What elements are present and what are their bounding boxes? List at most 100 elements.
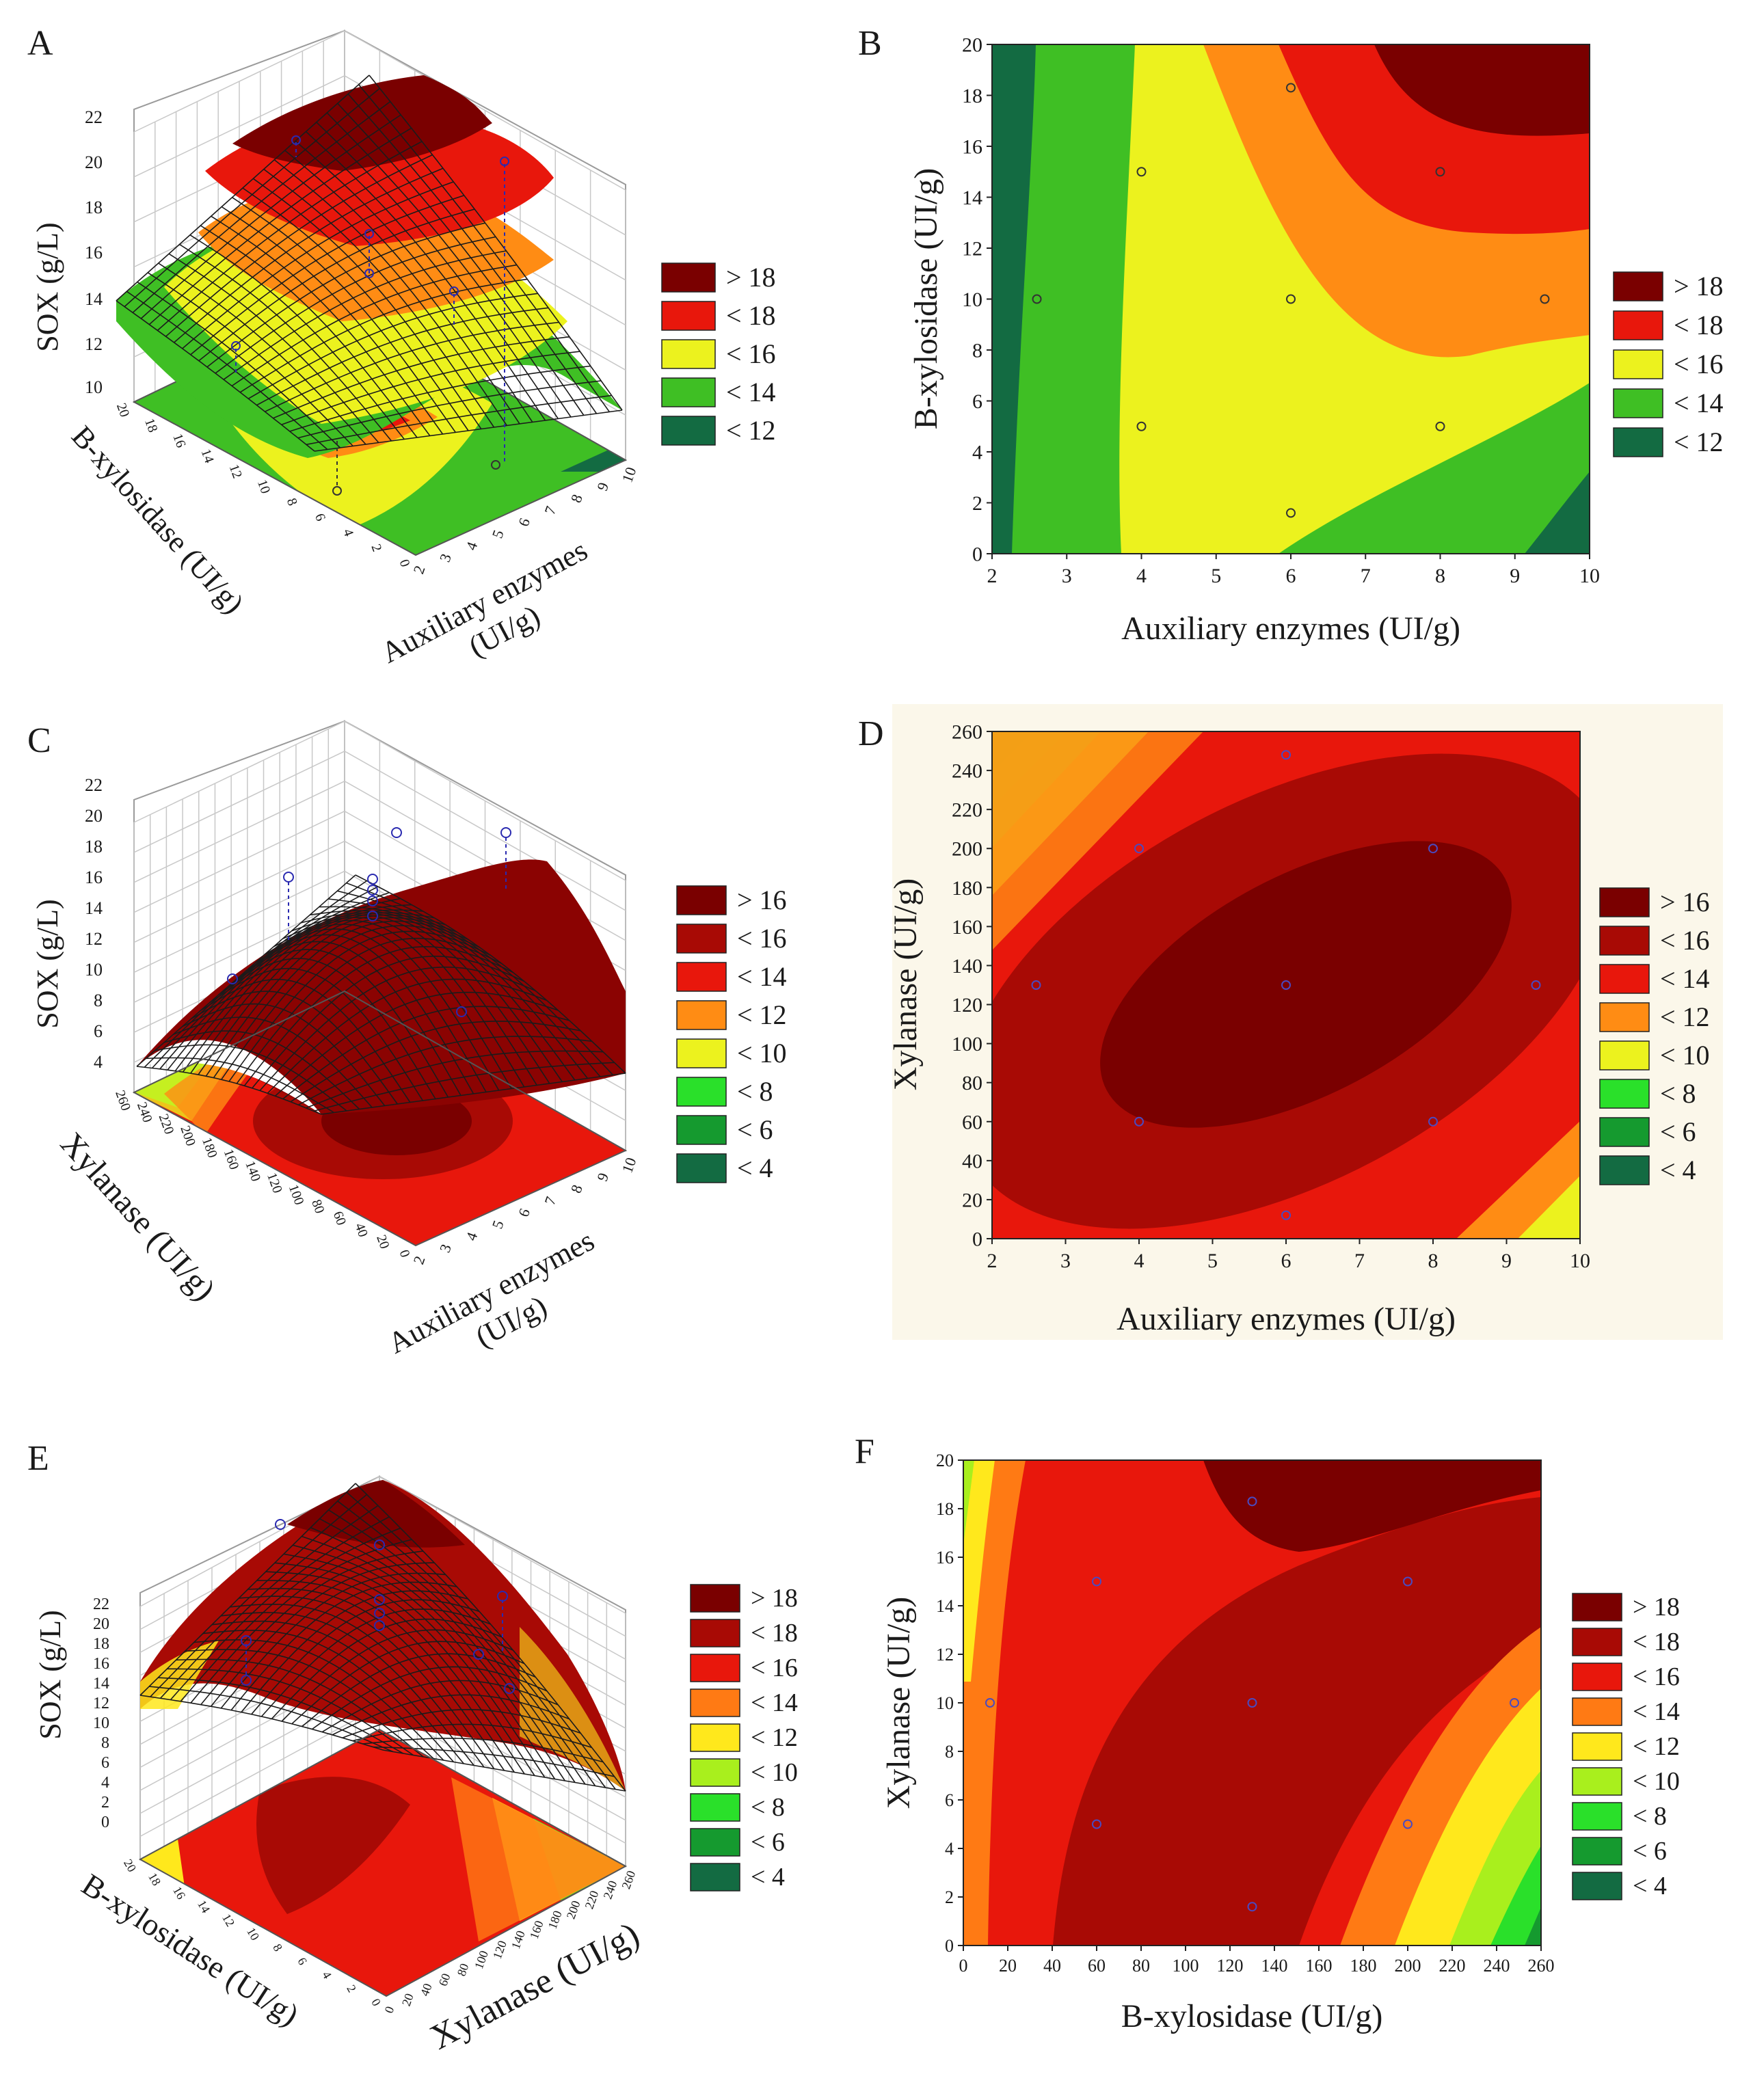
floor-tick-label: 220 [156, 1112, 177, 1137]
floor-tick-label: 6 [312, 511, 328, 523]
legend-swatch [690, 1758, 740, 1787]
y-tick-label: 260 [952, 721, 982, 744]
mesh-line [158, 1677, 403, 1754]
floor-tick-label: 160 [221, 1147, 242, 1172]
x-tick-label: 2 [987, 565, 998, 587]
mesh-line [355, 1483, 626, 1792]
y-tick-label: 4 [972, 442, 982, 464]
z-tick: 12 [93, 1695, 109, 1712]
legend-swatch [661, 377, 716, 407]
z-tick: 0 [101, 1814, 109, 1831]
y-tick-label: 2 [972, 492, 982, 515]
floor-tick-label: 2 [410, 563, 428, 576]
floor-tick-label: 60 [436, 1971, 453, 1988]
floor-tick-label: 7 [541, 504, 559, 517]
y-tick-label: 18 [936, 1499, 954, 1519]
floor-tick-label: 200 [177, 1124, 198, 1148]
mesh-line [200, 225, 418, 438]
legend-swatch [1572, 1837, 1622, 1866]
panel-e-floor-outline [138, 1728, 628, 1997]
panel-b-design-points [1032, 83, 1550, 518]
panel-d-design-points [1031, 750, 1541, 1220]
design-point [1281, 980, 1291, 990]
y-tick-label: 8 [945, 1742, 954, 1762]
mesh-line [146, 1057, 334, 1114]
legend-label: < 14 [1660, 963, 1710, 994]
y-tick-label: 10 [936, 1693, 954, 1713]
z-tick: 16 [85, 867, 103, 887]
design-point [1032, 294, 1042, 304]
panel-f-plot [963, 1460, 1541, 1946]
panel-e-floor-orange [451, 1777, 626, 1941]
panel-a-surface-mesh [116, 75, 623, 452]
legend-label: < 8 [751, 1793, 785, 1822]
legend-label: < 14 [737, 961, 787, 992]
legend-label: < 16 [1633, 1662, 1680, 1691]
legend-swatch [676, 962, 727, 992]
mesh-line [211, 1620, 464, 1764]
mesh-line [167, 1668, 414, 1756]
y-tick-label: 220 [952, 799, 982, 822]
floor-tick-label: 12 [219, 1911, 237, 1929]
x-tick-label: 8 [1435, 565, 1445, 587]
y-tick-label: 12 [962, 238, 982, 260]
x-tick-label: 10 [1570, 1250, 1590, 1272]
mesh-line [179, 243, 392, 442]
panel-c-design-point [227, 973, 238, 984]
panel-e-z-axis-label: SOX (g/L) [34, 1610, 67, 1739]
legend-label: < 10 [751, 1758, 798, 1787]
design-point [1281, 750, 1291, 760]
x-tick-label: 60 [1088, 1956, 1106, 1976]
panel-a-design-point [500, 157, 509, 166]
y-tick-label: 120 [952, 994, 982, 1017]
mesh-line [300, 912, 550, 1084]
floor-tick-label: 16 [170, 1884, 188, 1902]
design-point [1435, 167, 1445, 177]
z-tick: 22 [85, 775, 103, 795]
mesh-line [282, 917, 525, 1088]
design-point [1435, 421, 1445, 431]
panel-c-design-point [367, 874, 378, 885]
mesh-line [168, 253, 379, 444]
x-tick-label: 6 [1281, 1250, 1292, 1272]
design-point [1136, 167, 1147, 177]
y-tick-label: 2 [945, 1887, 954, 1907]
x-tick-label: 260 [1528, 1956, 1555, 1976]
mesh-line [310, 910, 563, 1082]
grid-line [379, 1476, 626, 1614]
design-point [1136, 421, 1147, 431]
mesh-line [291, 914, 537, 1086]
x-tick-label: 200 [1395, 1956, 1421, 1976]
mesh-line [221, 206, 444, 435]
mesh-line [185, 1649, 434, 1760]
panel-e-design-points [241, 1519, 515, 1694]
mesh-line [221, 1612, 474, 1766]
panel-c-design-point [367, 885, 378, 896]
panel-a-legend: > 18 < 18 < 16 < 14 < 12 [661, 262, 776, 446]
legend-swatch [1613, 310, 1663, 340]
y-tick-label: 20 [962, 1189, 982, 1211]
floor-tick-label: 16 [170, 432, 189, 450]
design-point [1247, 1496, 1257, 1507]
legend-swatch [1613, 349, 1663, 379]
x-tick-label: 7 [1354, 1250, 1365, 1272]
x-tick-label: 8 [1428, 1250, 1438, 1272]
panel-c-design-point [391, 827, 402, 838]
panel-f-design-points [985, 1496, 1519, 1912]
floor-tick-label: 20 [113, 401, 133, 419]
y-tick-label: 8 [972, 340, 982, 362]
panel-e-floor-dark [256, 1777, 410, 1914]
panel-c-x-axis-label: Auxiliary enzymes (UI/g) [383, 1220, 624, 1392]
mesh-line [254, 928, 487, 1092]
panel-b-y-axis-label: B-xylosidase (UI/g) [908, 168, 944, 430]
floor-tick-label: 4 [340, 527, 356, 539]
panel-c-design-point [456, 1006, 467, 1017]
floor-tick-label: 120 [490, 1939, 509, 1961]
legend-label: < 16 [726, 338, 776, 369]
panel-d-ellipse-inner [1100, 841, 1512, 1128]
legend-swatch [661, 301, 716, 331]
floor-tick-label: 8 [567, 492, 586, 505]
y-tick-label: 240 [952, 760, 982, 783]
legend-label: > 18 [1674, 271, 1724, 301]
floor-tick-label: 100 [286, 1183, 307, 1207]
